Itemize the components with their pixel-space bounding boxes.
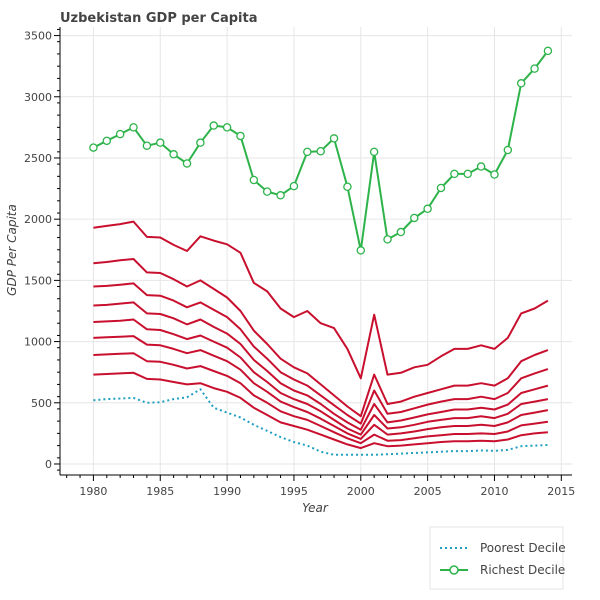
y-tick-label: 3000 <box>24 91 52 104</box>
richest-data-point <box>356 246 366 255</box>
richest-data-point <box>436 183 446 193</box>
x-tick-label: 1990 <box>213 485 241 498</box>
series-line-decile-6 <box>93 301 549 431</box>
richest-data-point <box>156 138 165 147</box>
x-tick-label: 2015 <box>547 485 575 498</box>
series-line-decile-9 <box>93 220 549 380</box>
richest-data-point <box>142 141 152 150</box>
richest-data-point <box>262 187 272 196</box>
richest-data-point <box>289 181 299 191</box>
richest-data-point <box>169 150 178 159</box>
y-tick-label: 500 <box>31 397 52 410</box>
x-tick-label: 1985 <box>146 485 174 498</box>
y-tick-label: 2500 <box>24 152 52 165</box>
richest-data-point <box>543 46 553 56</box>
richest-data-point <box>182 159 192 168</box>
richest-data-point <box>503 145 513 155</box>
y-axis-label: GDP Per Capita <box>5 204 19 296</box>
richest-data-point <box>343 182 352 191</box>
richest-data-point <box>476 162 486 171</box>
richest-data-point <box>102 136 112 146</box>
richest-data-point <box>129 123 138 132</box>
series-line-decile-2 <box>93 371 548 450</box>
y-tick-label: 2000 <box>24 213 52 226</box>
richest-data-point <box>410 213 419 223</box>
y-tick-label: 0 <box>45 458 52 471</box>
x-tick-label: 1980 <box>79 485 107 498</box>
richest-data-point <box>276 191 285 200</box>
series-line-decile-4 <box>93 335 549 440</box>
series-line-poorest-decile <box>93 388 548 456</box>
legend-box <box>429 526 564 590</box>
legend-richest-label: Richest Decile <box>480 563 565 577</box>
legend: Poorest Decile Richest Decile <box>429 526 566 590</box>
richest-data-point <box>196 138 205 147</box>
richest-data-point <box>236 131 245 141</box>
richest-data-point <box>396 227 406 237</box>
x-tick-label: 2000 <box>347 485 375 498</box>
richest-data-point <box>316 146 325 156</box>
legend-poorest-label: Poorest Decile <box>480 541 566 555</box>
y-tick-label: 3500 <box>24 30 52 43</box>
y-tick-label: 1000 <box>24 336 52 349</box>
richest-data-point <box>249 175 259 185</box>
richest-data-point <box>209 121 218 130</box>
series-line-decile-3 <box>93 352 549 445</box>
richest-data-point <box>450 169 459 179</box>
chart-title: Uzbekistan GDP per Capita <box>60 11 258 26</box>
richest-data-point <box>530 64 539 73</box>
richest-data-point <box>369 147 379 157</box>
y-tick-label: 1500 <box>24 274 52 287</box>
richest-data-point <box>383 235 392 244</box>
series-group <box>89 46 553 456</box>
x-tick-label: 2010 <box>480 485 508 498</box>
richest-data-point <box>329 134 339 143</box>
series-line-decile-8 <box>93 258 549 418</box>
x-tick-label: 2005 <box>414 485 442 498</box>
richest-data-point <box>115 129 125 139</box>
x-axis-label: Year <box>302 501 329 515</box>
legend-richest-marker <box>449 565 459 575</box>
richest-data-point <box>303 147 312 157</box>
richest-data-point <box>463 169 472 179</box>
axes: 1980 1985 1990 1995 2000 2005 2010 2015 0 500 1000… <box>24 27 575 498</box>
richest-data-point <box>516 79 526 88</box>
richest-data-point <box>490 170 499 179</box>
richest-data-point <box>89 143 98 152</box>
series-line-decile-7 <box>93 282 549 425</box>
richest-data-point <box>423 204 432 214</box>
series-line-decile-5 <box>93 318 549 436</box>
x-tick-label: 1995 <box>280 485 308 498</box>
richest-data-point <box>222 123 232 132</box>
